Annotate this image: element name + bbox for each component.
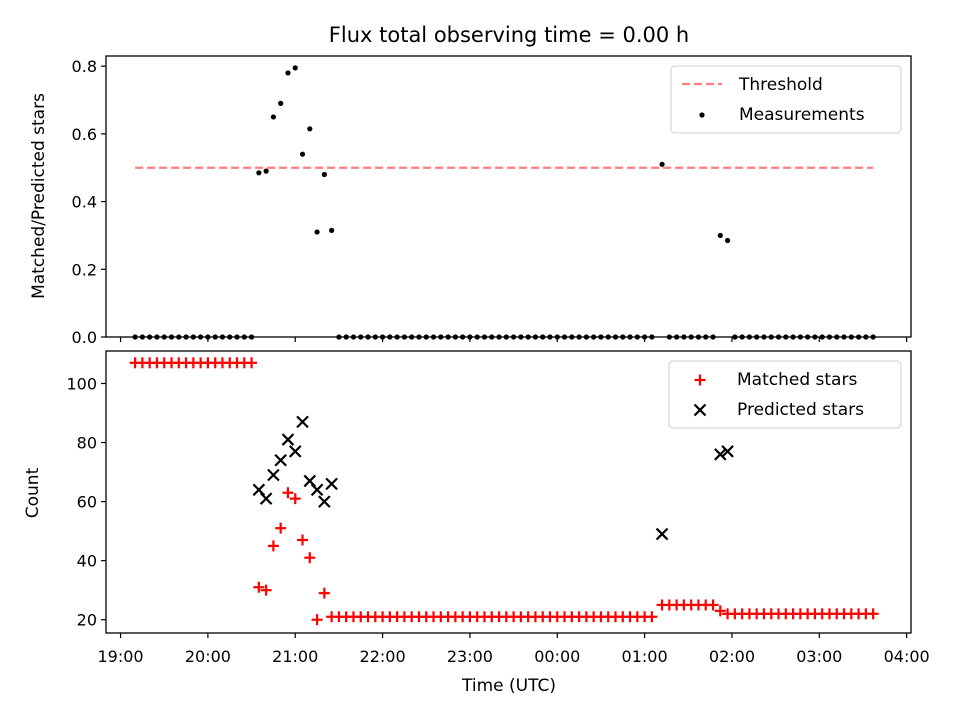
measurement-point (724, 237, 731, 244)
legend-measurements-label: Measurements (739, 105, 865, 125)
measurement-point (256, 170, 262, 176)
predicted-star-point (655, 527, 669, 541)
x-tick-label: 20:00 (185, 647, 231, 666)
measurement-point (292, 65, 298, 71)
predicted-star-point (325, 477, 338, 491)
predicted-star-point (281, 433, 295, 446)
top-ytick-label: 0.0 (72, 328, 97, 347)
matched-star-point (289, 493, 301, 505)
matched-star-point (282, 487, 294, 499)
bottom-ytick-label: 60 (77, 493, 97, 512)
x-tick-label: 00:00 (534, 647, 580, 666)
top-ytick-label: 0.6 (72, 125, 97, 144)
matched-star-point (275, 522, 287, 534)
legend-predicted-label: Predicted stars (737, 400, 864, 420)
x-tick-label: 19:00 (98, 647, 144, 666)
x-tick-label: 23:00 (447, 647, 493, 666)
matched-star-point (253, 581, 265, 593)
predicted-star-point (296, 415, 309, 429)
x-tick-label: 03:00 (796, 647, 842, 666)
measurement-point (299, 151, 306, 157)
top-ytick-label: 0.2 (72, 260, 97, 279)
x-tick-label: 04:00 (884, 647, 930, 666)
top-plot-frame (105, 55, 912, 338)
x-tick-label: 01:00 (622, 647, 668, 666)
predicted-star-point (303, 474, 317, 488)
top-panel: 0.00.20.40.60.8 Matched/Predicted stars … (29, 55, 912, 347)
x-tick-label: 02:00 (709, 647, 755, 666)
bottom-plot-frame (105, 350, 912, 634)
matched-star-point (246, 357, 258, 369)
measurement-point (285, 70, 291, 76)
predicted-star-point (267, 468, 280, 482)
legend-measurements-swatch (699, 112, 705, 118)
predicted-star-point (310, 483, 324, 497)
measurement-point (314, 229, 320, 235)
matched-star-point (867, 608, 879, 620)
bottom-panel: 20 40 60 80 100 19:00 20:00 21:00 22:00 23:00 00:… (23, 350, 930, 696)
measurement-point (717, 232, 723, 239)
predicted-star-point (288, 445, 302, 458)
legend-matched-label: Matched stars (737, 370, 857, 390)
chart-title: Flux total observing time = 0.00 h (329, 23, 689, 47)
matched-star-point (714, 605, 726, 617)
bottom-legend-box (668, 360, 902, 429)
x-tick-label: 22:00 (360, 647, 406, 666)
matched-star-point (311, 614, 323, 626)
measurement-point (307, 126, 313, 132)
matched-star-point (297, 534, 309, 546)
predicted-star-point (714, 448, 727, 461)
legend-x-marker (693, 403, 707, 417)
measurement-point (270, 114, 277, 120)
legend-predicted-swatch (693, 403, 707, 417)
bottom-ytick-label: 20 (77, 611, 97, 630)
matched-star-point (267, 540, 279, 552)
predicted-star-point (259, 492, 273, 505)
bottom-ytick-label: 80 (77, 434, 97, 453)
top-legend: Threshold Measurements (670, 65, 902, 134)
bottom-ytick-label: 100 (66, 374, 97, 393)
x-axis-label: Time (UTC) (461, 676, 556, 696)
matched-star-point (318, 587, 330, 599)
measurement-point (278, 100, 284, 106)
x-tick-label: 21:00 (272, 647, 318, 666)
matched-star-point (646, 611, 658, 623)
bottom-ytick-label: 40 (77, 552, 97, 571)
predicted-star-point (721, 445, 734, 458)
top-ylabel: Matched/Predicted stars (29, 93, 49, 299)
matched-star-point (304, 552, 316, 564)
bottom-legend: Matched stars Predicted stars (668, 360, 902, 429)
top-legend-box (670, 65, 902, 134)
legend-matched-swatch (694, 374, 706, 386)
predicted-star-point (252, 483, 266, 497)
top-ytick-label: 0.8 (72, 57, 97, 76)
predicted-star-point (318, 495, 331, 508)
measurement-point (329, 227, 335, 233)
matched-star-point (260, 584, 272, 596)
measurement-point (263, 168, 269, 174)
legend-threshold-label: Threshold (738, 75, 823, 95)
measurement-point (659, 161, 665, 167)
matched-star-point (707, 599, 719, 611)
legend-plus-marker (694, 374, 706, 386)
bottom-ylabel: Count (23, 467, 43, 518)
top-ytick-label: 0.4 (72, 193, 97, 212)
measurement-point (321, 171, 327, 178)
predicted-star-point (274, 453, 287, 467)
